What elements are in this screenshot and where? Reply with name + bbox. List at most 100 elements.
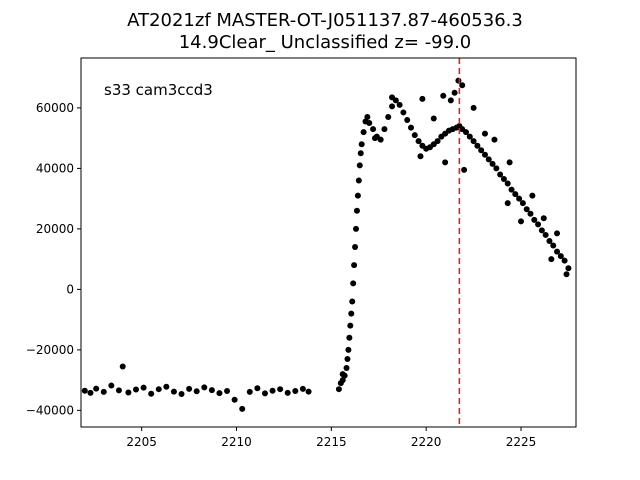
data-point — [246, 388, 253, 395]
data-point — [351, 262, 358, 269]
data-point — [345, 346, 352, 353]
data-point — [254, 385, 261, 392]
data-point — [459, 82, 466, 89]
data-point — [540, 215, 547, 222]
data-point — [360, 129, 367, 136]
y-axis-ticks: −40000 −20000 0 20000 40000 60000 — [26, 101, 81, 417]
data-point — [305, 388, 312, 395]
data-point — [148, 390, 155, 397]
data-point — [353, 225, 359, 232]
data-point — [87, 389, 94, 396]
x-tick-label: 2225 — [506, 435, 537, 449]
data-point — [356, 162, 363, 169]
data-point — [481, 151, 488, 158]
data-point — [292, 388, 299, 395]
data-point — [133, 386, 139, 393]
data-point — [411, 132, 418, 139]
data-point — [269, 387, 276, 394]
data-point — [381, 126, 388, 133]
data-point — [470, 104, 477, 111]
x-tick-label: 2210 — [221, 435, 252, 449]
data-point — [527, 210, 534, 217]
data-point — [493, 165, 500, 172]
data-point — [231, 396, 238, 403]
data-point — [343, 365, 350, 372]
data-point — [550, 242, 557, 249]
data-point — [201, 384, 208, 391]
data-point — [346, 334, 353, 341]
data-point — [451, 89, 458, 96]
data-point — [358, 141, 365, 148]
data-point — [261, 390, 268, 397]
data-point — [170, 388, 177, 395]
data-point — [415, 138, 422, 145]
data-point — [115, 387, 122, 394]
data-point — [461, 166, 468, 173]
plot-frame — [80, 57, 577, 428]
y-tick-label: 60000 — [36, 101, 74, 115]
data-point — [357, 150, 364, 157]
data-point — [396, 101, 403, 108]
camera-annotation: s33 cam3ccd3 — [104, 81, 213, 99]
data-point — [335, 386, 342, 393]
data-point — [353, 207, 360, 214]
plot-area — [81, 58, 572, 427]
data-point — [518, 218, 524, 225]
data-point — [491, 136, 498, 143]
data-point — [447, 97, 454, 104]
data-point — [497, 171, 504, 178]
chart-title-line-1: AT2021zf MASTER-OT-J051137.87-460536.3 — [127, 10, 523, 31]
data-point — [389, 103, 396, 110]
data-point — [125, 389, 132, 396]
data-point — [404, 117, 411, 123]
data-point — [442, 159, 449, 166]
data-point — [504, 180, 511, 187]
data-point — [354, 192, 361, 199]
data-point — [349, 298, 356, 305]
data-point — [155, 386, 162, 393]
data-point — [299, 385, 306, 392]
x-axis-ticks: 2205 2210 2215 2220 2225 — [126, 427, 536, 449]
data-point — [352, 244, 359, 251]
y-tick-label: 0 — [66, 282, 74, 296]
data-point — [512, 191, 519, 198]
data-point — [506, 159, 513, 166]
data-point — [344, 355, 351, 362]
data-point — [516, 195, 523, 202]
data-point — [523, 206, 530, 213]
data-point — [364, 113, 371, 120]
data-point — [434, 138, 441, 145]
data-point — [348, 310, 355, 317]
data-point — [408, 124, 414, 131]
data-point — [224, 388, 231, 395]
data-point — [557, 253, 564, 260]
data-point — [178, 391, 185, 398]
data-point — [440, 92, 447, 99]
x-tick-label: 2205 — [126, 435, 157, 449]
data-point — [277, 386, 284, 393]
x-tick-label: 2215 — [316, 435, 347, 449]
data-point — [546, 237, 553, 244]
data-point — [193, 388, 200, 395]
data-point — [355, 177, 362, 184]
data-point — [548, 256, 555, 263]
data-point — [385, 113, 392, 120]
data-point — [470, 138, 477, 145]
data-point — [284, 389, 291, 396]
data-point — [529, 192, 536, 199]
data-point — [419, 95, 426, 102]
data-point — [554, 230, 561, 237]
data-point — [508, 186, 515, 193]
data-point — [489, 160, 496, 167]
data-point — [163, 383, 170, 390]
data-point — [542, 231, 549, 238]
chart-title-line-2: 14.9Clear_ Unclassified z= -99.0 — [179, 32, 472, 53]
data-point — [100, 388, 107, 395]
data-point — [186, 385, 193, 392]
data-point — [466, 133, 473, 140]
data-point — [370, 126, 377, 133]
data-point — [563, 271, 570, 278]
data-point — [339, 371, 346, 378]
data-point — [538, 227, 545, 234]
data-point — [239, 405, 246, 412]
